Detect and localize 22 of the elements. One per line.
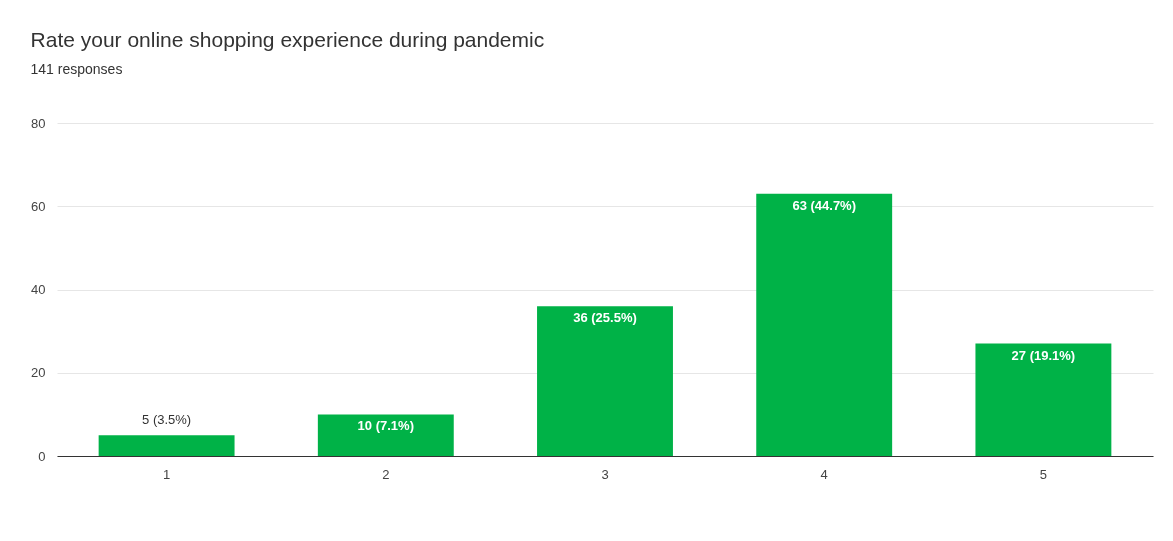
bar bbox=[98, 435, 235, 456]
x-tick-label: 2 bbox=[382, 466, 390, 482]
data-label: 5 (3.5%) bbox=[142, 412, 192, 428]
x-tick-label: 4 bbox=[820, 466, 828, 482]
x-tick-label: 5 bbox=[1039, 466, 1048, 482]
chart-subtitle: 141 responses bbox=[30, 61, 123, 77]
data-label: 63 (44.7%) bbox=[792, 197, 856, 213]
x-tick-label: 1 bbox=[162, 466, 171, 482]
x-tick-label: 3 bbox=[601, 466, 609, 482]
bar bbox=[537, 306, 673, 456]
bar bbox=[317, 414, 454, 456]
y-tick-label: 80 bbox=[31, 115, 46, 131]
bar bbox=[756, 193, 893, 456]
y-tick-label: 0 bbox=[38, 448, 46, 464]
y-tick-label: 20 bbox=[31, 365, 46, 381]
y-tick-label: 60 bbox=[31, 198, 46, 214]
data-label: 27 (19.1%) bbox=[1011, 347, 1076, 363]
y-tick-label: 40 bbox=[31, 282, 46, 297]
chart-title: Rate your online shopping experience during pandemic bbox=[30, 28, 545, 51]
data-label: 36 (25.5%) bbox=[573, 310, 637, 326]
bar bbox=[975, 343, 1112, 456]
data-label: 10 (7.1%) bbox=[357, 418, 414, 434]
